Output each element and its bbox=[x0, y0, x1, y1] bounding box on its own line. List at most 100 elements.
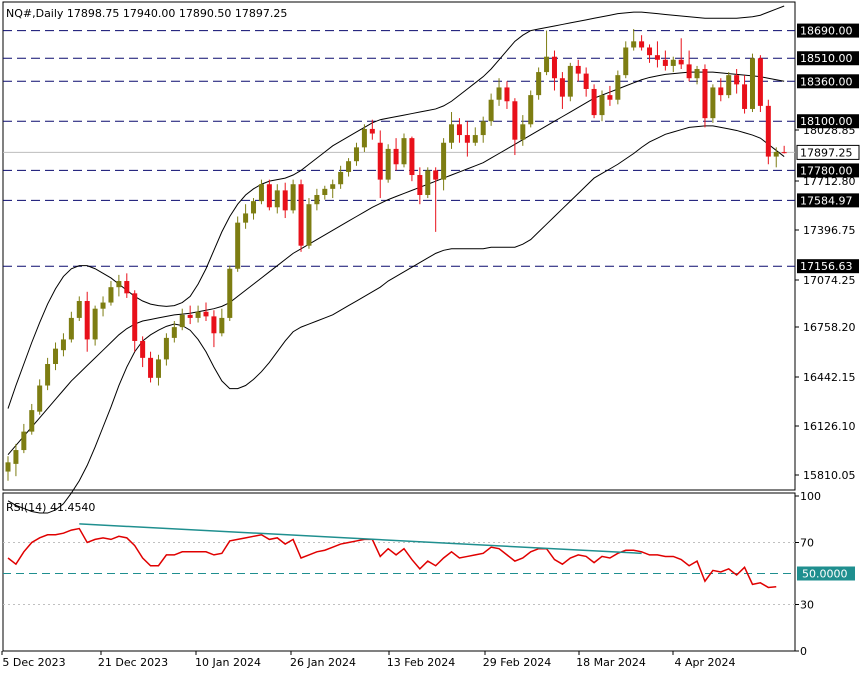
price-axis-tick-label: 16442.15 bbox=[803, 371, 856, 384]
candle-body bbox=[607, 95, 613, 100]
candle-body bbox=[654, 55, 660, 60]
candle-body bbox=[575, 65, 581, 74]
rsi-axis-tick-label: 0 bbox=[800, 645, 807, 658]
candle-body bbox=[361, 128, 367, 148]
time-axis-tick-label: 18 Mar 2024 bbox=[576, 656, 646, 669]
candle-body bbox=[132, 293, 138, 341]
candle-body bbox=[757, 58, 763, 106]
candle-body bbox=[551, 56, 557, 79]
candle-body bbox=[441, 142, 447, 180]
candle-body bbox=[251, 201, 257, 214]
rsi-axis-tick-label: 70 bbox=[800, 537, 814, 550]
candle-body bbox=[195, 311, 201, 318]
level-label-box bbox=[797, 163, 859, 178]
candle-body bbox=[37, 385, 43, 412]
time-axis-tick-label: 26 Jan 2024 bbox=[290, 656, 356, 669]
level-label: 18100.00 bbox=[800, 115, 853, 128]
candle-body bbox=[298, 184, 304, 246]
candle-body bbox=[409, 138, 415, 176]
price-axis-tick-label: 16126.10 bbox=[803, 420, 856, 433]
candle-body bbox=[290, 184, 296, 211]
time-axis-tick-label: 5 Dec 2023 bbox=[2, 656, 65, 669]
level-label-box bbox=[797, 193, 859, 208]
candle-body bbox=[330, 184, 336, 189]
level-label: 17780.00 bbox=[800, 164, 853, 177]
candle-body bbox=[393, 148, 399, 165]
level-label-box bbox=[797, 23, 859, 38]
candle-body bbox=[520, 124, 526, 140]
candle-body bbox=[726, 75, 732, 96]
candle-body bbox=[710, 87, 716, 119]
rsi-axis-tick-label: 100 bbox=[800, 490, 821, 503]
candle-body bbox=[496, 87, 502, 100]
candle-body bbox=[187, 314, 193, 318]
candle-body bbox=[124, 281, 130, 294]
rsi-line bbox=[7, 527, 777, 589]
level-label: 18360.00 bbox=[800, 75, 853, 88]
rsi-level-label-box bbox=[797, 566, 855, 581]
current-price-label: 17897.25 bbox=[800, 146, 853, 159]
candle-body bbox=[623, 47, 629, 76]
price-axis-tick-label: 16758.20 bbox=[803, 321, 856, 334]
candle-body bbox=[274, 190, 280, 208]
price-axis-tick-label: 17396.75 bbox=[803, 224, 856, 237]
candle-body bbox=[322, 188, 328, 195]
candle-body bbox=[639, 41, 645, 48]
candle-body bbox=[599, 95, 605, 116]
candle-body bbox=[377, 142, 383, 180]
candle-body bbox=[781, 152, 787, 154]
candle-body bbox=[258, 184, 264, 202]
candle-body bbox=[5, 462, 11, 472]
current-price-box bbox=[796, 144, 860, 160]
candle-body bbox=[385, 148, 391, 180]
candle-body bbox=[84, 301, 90, 340]
bollinger-lower-line bbox=[7, 125, 785, 514]
time-axis-tick-label: 13 Feb 2024 bbox=[387, 656, 455, 669]
candle-body bbox=[686, 64, 692, 79]
candle-body bbox=[203, 311, 209, 317]
bollinger-upper-line bbox=[7, 5, 785, 409]
price-axis-tick-label: 17074.25 bbox=[803, 274, 856, 287]
main-panel-frame bbox=[2, 1, 796, 491]
candle-body bbox=[13, 450, 19, 464]
time-axis-tick-label: 4 Apr 2024 bbox=[674, 656, 735, 669]
candle-body bbox=[148, 357, 154, 378]
candle-body bbox=[694, 68, 700, 79]
candle-body bbox=[235, 222, 241, 269]
candle-body bbox=[306, 204, 312, 246]
candle-body bbox=[583, 73, 589, 89]
candle-body bbox=[742, 84, 748, 109]
bollinger-middle-line bbox=[7, 71, 785, 455]
candle-body bbox=[100, 302, 106, 309]
price-axis-tick-label: 17712.80 bbox=[803, 175, 856, 188]
candle-body bbox=[140, 340, 146, 358]
rsi-trendline bbox=[79, 523, 642, 555]
candle-body bbox=[76, 301, 82, 318]
candle-body bbox=[369, 128, 375, 134]
candle-body bbox=[544, 56, 550, 73]
rsi-panel-frame bbox=[2, 492, 796, 652]
rsi-title: RSI(14) 41.4540 bbox=[6, 501, 95, 514]
candle-body bbox=[425, 170, 431, 195]
candle-body bbox=[282, 190, 288, 211]
candle-body bbox=[29, 410, 35, 432]
candle-body bbox=[718, 87, 724, 96]
level-label: 17584.97 bbox=[800, 194, 853, 207]
candle-body bbox=[116, 281, 122, 288]
candle-body bbox=[631, 41, 637, 48]
candle-body bbox=[108, 287, 114, 303]
candle-body bbox=[662, 59, 668, 66]
candle-body bbox=[536, 72, 542, 96]
level-label-box bbox=[797, 259, 859, 274]
candle-body bbox=[211, 316, 217, 334]
candle-body bbox=[163, 337, 169, 360]
candle-body bbox=[591, 88, 597, 116]
candle-body bbox=[338, 171, 344, 185]
candle-body bbox=[227, 268, 233, 318]
level-label: 17156.63 bbox=[800, 260, 853, 273]
candle-body bbox=[678, 59, 684, 65]
candle-body bbox=[702, 68, 708, 119]
candle-body bbox=[472, 135, 478, 143]
candle-body bbox=[417, 175, 423, 195]
